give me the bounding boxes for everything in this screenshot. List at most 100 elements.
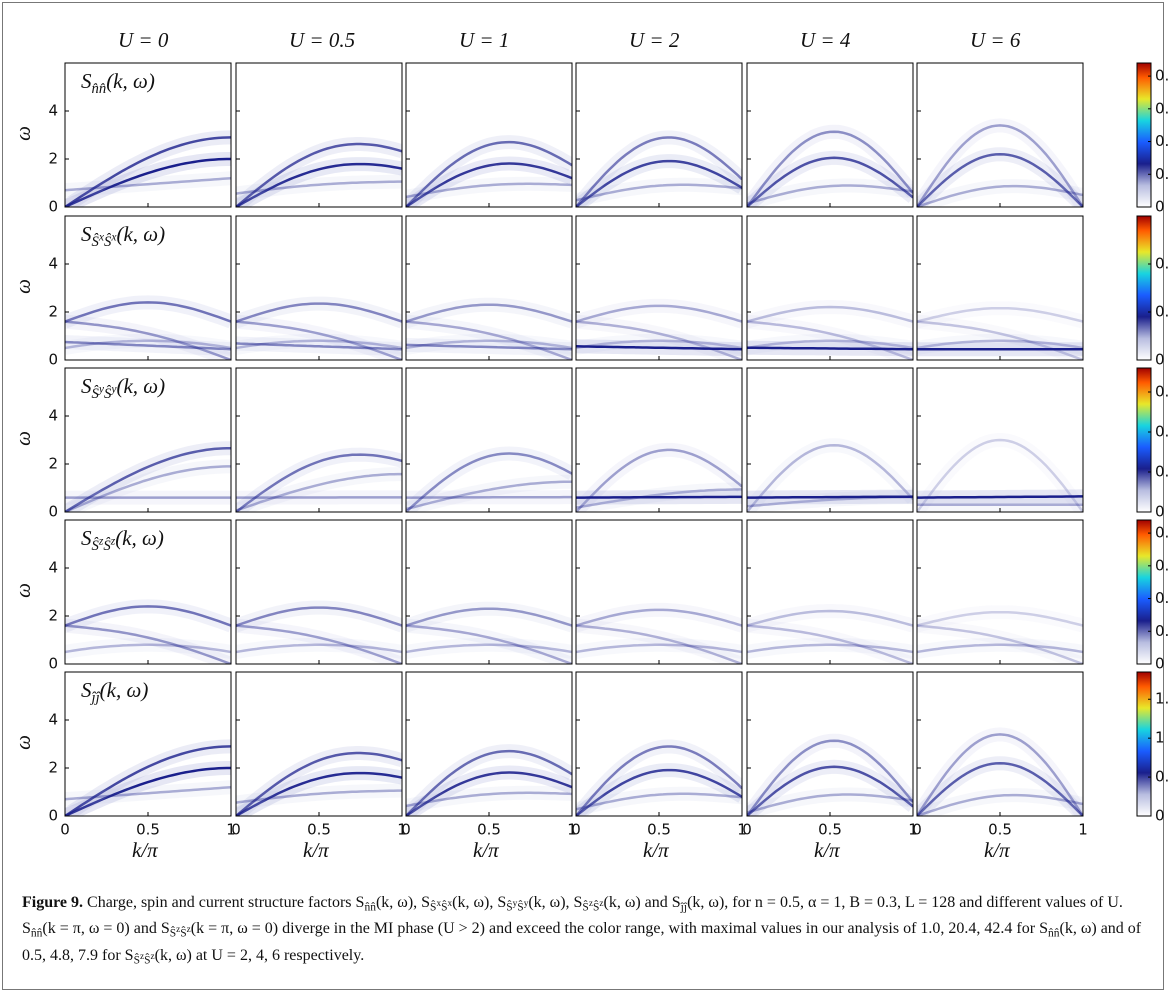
spectral-band [917, 727, 1083, 816]
spectral-line [65, 157, 231, 207]
spectral-weight [65, 130, 231, 207]
row-label-part: Ŝ [103, 386, 112, 403]
spectral-line [406, 452, 572, 512]
caption-part: (k = π, ω = 0) diverge in the MI phase (… [190, 920, 1048, 938]
spectral-weight [576, 739, 742, 816]
spectral-band [917, 333, 1083, 355]
spectral-line [406, 339, 572, 350]
spectral-line [747, 443, 913, 512]
column-header: U = 4 [800, 28, 851, 52]
caption-part: Ŝ [169, 927, 177, 940]
spectral-band [747, 178, 913, 207]
x-tick-label: 0 [912, 821, 922, 839]
colorbar-tick-label: 0 [1155, 198, 1165, 216]
colorbar [1136, 215, 1152, 361]
row-label-part: (k, ω) [99, 678, 149, 702]
spectral-line [65, 176, 231, 192]
row-label: SŜxŜx(k, ω) [81, 222, 165, 251]
colorbar-tick-label: 0.4 [1155, 423, 1168, 441]
spectral-line [747, 156, 913, 207]
spectral-band [576, 333, 742, 355]
y-axis-label: ω [10, 126, 35, 141]
spectral-band [236, 618, 402, 664]
colorbar-tick-label: 1 [1155, 729, 1165, 747]
spectral-weight [406, 601, 572, 664]
panel-background [917, 520, 1083, 664]
spectral-weight [747, 733, 913, 816]
caption-part: Ŝ [430, 901, 437, 914]
heatmap-panel [746, 215, 914, 361]
caption-part: (k, ω), S [528, 894, 583, 911]
caption-part: y [512, 899, 518, 910]
caption-part: z [186, 925, 191, 936]
spectral-weight [236, 296, 402, 360]
x-tick-label: 0.5 [477, 821, 501, 839]
panel-background [576, 520, 742, 664]
spectral-band [65, 171, 231, 198]
spectral-line [406, 791, 572, 808]
spectral-line [917, 610, 1083, 627]
spectral-line [917, 733, 1083, 816]
x-tick-label: 1 [226, 821, 236, 839]
heatmap-panel [235, 367, 403, 513]
spectral-line [917, 761, 1083, 816]
caption-part: (k, ω) and of 0.5, 4.8, 7.9 for S [22, 920, 1142, 964]
panel-background [65, 368, 231, 512]
spectral-weight [406, 446, 572, 512]
caption-part: z [150, 951, 155, 962]
panel-background [406, 216, 572, 360]
spectral-weight [65, 599, 231, 664]
spectral-line [236, 643, 402, 654]
heatmap-panel [64, 215, 232, 361]
caption-part: (k, ω), for n = 0.5, α = 1, B = 0.3, L =… [22, 894, 1123, 938]
spectral-weight [747, 438, 913, 512]
spectral-weight [406, 744, 572, 816]
y-tick-label: 0 [48, 655, 58, 673]
spectral-line [576, 488, 742, 509]
spectral-band [406, 601, 572, 633]
panel-background [236, 520, 402, 664]
row-label-part: (k, ω) [115, 526, 164, 550]
spectral-band [406, 333, 572, 355]
spectral-band [406, 785, 572, 813]
colorbar-tick-label: 0 [1155, 655, 1165, 673]
spectral-band [576, 314, 742, 360]
spectral-band [747, 603, 913, 633]
spectral-line [406, 480, 572, 511]
spectral-band [917, 301, 1083, 329]
row-label-part: n̂n̂ [91, 81, 107, 98]
x-axis-label: k/π [643, 838, 669, 862]
spectral-line [917, 184, 1083, 207]
spectral-weight [576, 298, 742, 360]
spectral-line [236, 142, 402, 207]
colorbar [1136, 671, 1152, 817]
heatmap-panel [64, 367, 232, 513]
spectral-line [65, 301, 231, 323]
spectral-line [65, 446, 231, 512]
spectral-weight [917, 432, 1083, 512]
caption-part: Ŝ [506, 901, 513, 914]
y-tick-label: 2 [48, 150, 58, 168]
spectral-band [406, 297, 572, 329]
spectral-band [576, 637, 742, 659]
spectral-band [576, 786, 742, 816]
panel-background [576, 216, 742, 360]
colorbar-tick-label: 0.6 [1155, 383, 1168, 401]
spectral-line [406, 343, 572, 351]
column-header: U = 1 [459, 28, 510, 52]
heatmap-panel [916, 215, 1084, 361]
colorbar [1136, 62, 1152, 208]
spectral-line [406, 162, 572, 207]
spectral-line [236, 771, 402, 816]
row-label-part: x [98, 231, 104, 244]
spectral-band [747, 438, 913, 512]
spectral-line [65, 745, 231, 816]
spectral-weight [236, 447, 402, 512]
panel-background [747, 520, 913, 664]
heatmap-panel [405, 62, 573, 208]
spectral-band [747, 124, 913, 207]
spectral-weight [406, 135, 572, 207]
spectral-band [917, 118, 1083, 207]
heatmap-panel [405, 671, 573, 817]
spectral-line [406, 182, 572, 199]
